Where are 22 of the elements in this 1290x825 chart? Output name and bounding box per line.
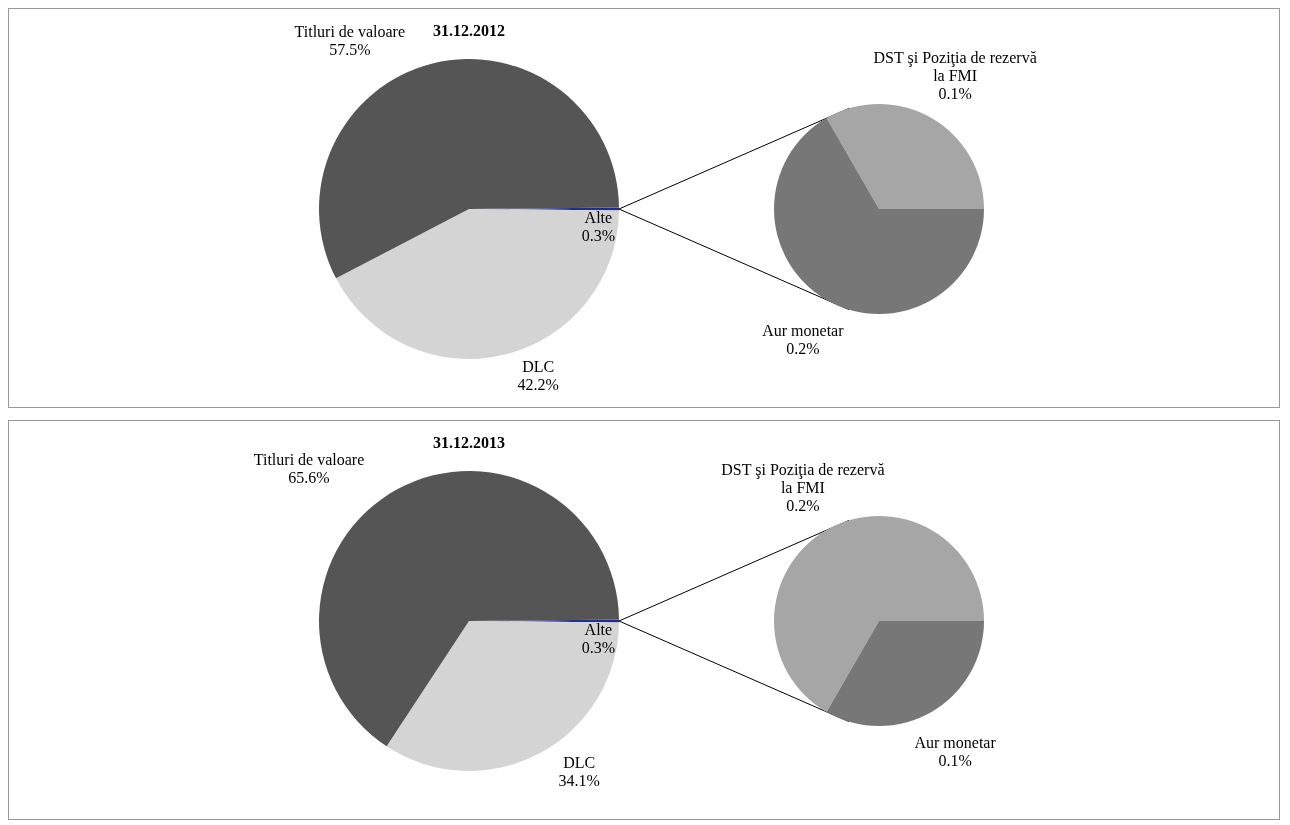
data-label: 0.2% <box>786 497 820 515</box>
data-label: 0.1% <box>938 752 972 770</box>
data-label: 65.6% <box>288 468 330 486</box>
data-label: 0.2% <box>786 340 820 358</box>
slice-label: DLC <box>522 357 555 375</box>
data-label: 57.5% <box>329 40 371 58</box>
data-label: 34.1% <box>558 772 600 790</box>
slice-label: DLC <box>563 754 596 772</box>
slice-label: Titluri de valoare <box>253 450 365 468</box>
data-label: 0.3% <box>581 639 615 657</box>
slice-label: Aur monetar <box>914 734 997 752</box>
chart-title: 31.12.2012 <box>433 22 505 40</box>
slice-label: Alte <box>584 209 613 227</box>
data-label: 0.3% <box>581 227 615 245</box>
slice-label: DST şi Poziţia de rezervă la FMI <box>873 49 1037 85</box>
chart-title: 31.12.2013 <box>433 434 505 452</box>
data-label: 0.1% <box>938 85 972 103</box>
slice-label: Aur monetar <box>762 322 845 340</box>
slice-label: DST şi Poziţia de rezervă la FMI <box>721 461 885 497</box>
slice-label: Alte <box>584 621 613 639</box>
slice-label: Titluri de valoare <box>294 22 406 40</box>
data-label: 42.2% <box>517 375 559 393</box>
